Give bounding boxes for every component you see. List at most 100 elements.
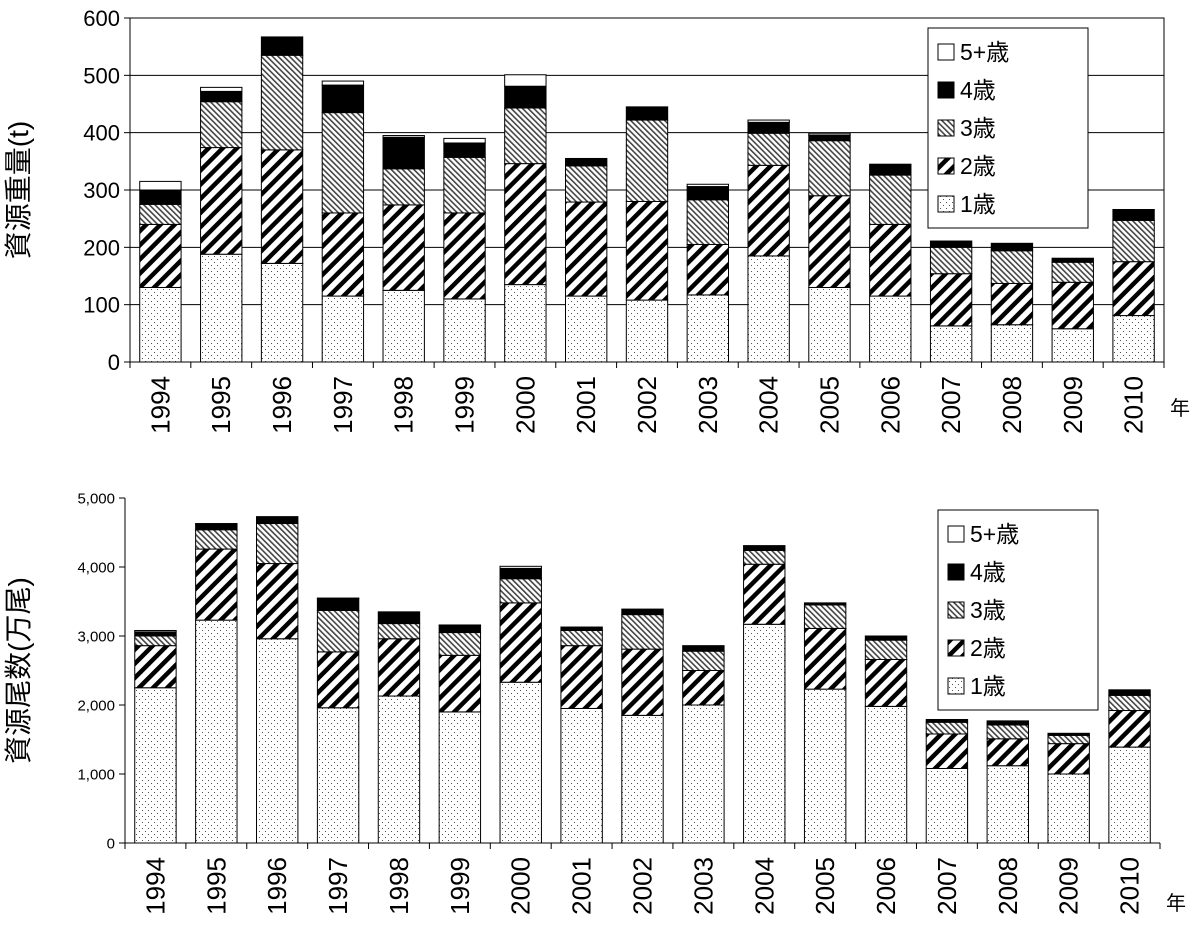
bar-3歳-2001 bbox=[560, 629, 603, 647]
x-tick-label: 2001 bbox=[567, 857, 597, 915]
bar-4歳-2005 bbox=[803, 602, 847, 606]
x-tick-label: 1999 bbox=[445, 857, 475, 915]
bar-4歳-1994 bbox=[134, 631, 177, 637]
x-tick-label: 2003 bbox=[688, 857, 718, 915]
y-tick-label: 3,000 bbox=[77, 628, 115, 645]
x-tick-label: 2000 bbox=[506, 857, 536, 915]
bar-4歳-2003 bbox=[682, 645, 725, 652]
bar-1歳-2006 bbox=[864, 705, 908, 844]
legend-swatch-1歳 bbox=[947, 677, 965, 695]
bar-3歳-2001 bbox=[564, 165, 608, 203]
x-tick-label: 2004 bbox=[754, 376, 784, 434]
y-tick-label: 400 bbox=[83, 121, 120, 146]
legend-swatch-5+歳 bbox=[937, 43, 955, 61]
bar-2歳-2004 bbox=[743, 563, 786, 625]
bar-4歳-2010 bbox=[1112, 208, 1155, 221]
bar-3歳-1997 bbox=[316, 609, 360, 653]
bar-3歳-2009 bbox=[1047, 734, 1090, 745]
x-tick-label: 1999 bbox=[450, 376, 480, 434]
x-tick-label: 2009 bbox=[1054, 857, 1084, 915]
bar-3歳-1994 bbox=[134, 635, 177, 647]
bar-3歳-2010 bbox=[1108, 694, 1151, 712]
bar-4歳-1997 bbox=[316, 598, 360, 611]
x-tick-label: 2005 bbox=[814, 376, 844, 434]
legend-label-4歳: 4歳 bbox=[970, 559, 1006, 585]
x-tick-label: 1994 bbox=[140, 857, 170, 915]
bar-3歳-2002 bbox=[621, 614, 664, 650]
bar-4歳-1999 bbox=[438, 625, 482, 634]
legend-swatch-3歳 bbox=[947, 601, 965, 619]
bar-5+歳-1997 bbox=[321, 80, 365, 86]
bar-1歳-2005 bbox=[803, 688, 847, 844]
bar-2歳-2006 bbox=[869, 223, 912, 297]
bar-4歳-2004 bbox=[743, 545, 786, 551]
bar-4歳-1995 bbox=[200, 90, 243, 103]
bar-5+歳-1998 bbox=[382, 135, 425, 138]
x-tick-label: 2004 bbox=[749, 857, 779, 915]
x-tick-label: 2002 bbox=[628, 857, 658, 915]
bar-2歳-1999 bbox=[443, 212, 486, 300]
bar-4歳-1999 bbox=[443, 142, 486, 158]
bar-5+歳-2005 bbox=[808, 132, 851, 136]
bar-5+歳-1994 bbox=[134, 629, 177, 633]
x-tick-label: 2001 bbox=[571, 376, 601, 434]
bar-3歳-1999 bbox=[443, 156, 486, 214]
legend-swatch-3歳 bbox=[937, 119, 955, 137]
bar-2歳-2008 bbox=[986, 738, 1029, 767]
legend-swatch-4歳 bbox=[947, 563, 965, 581]
bar-4歳-1998 bbox=[377, 611, 421, 625]
bar-4歳-2009 bbox=[1051, 257, 1094, 263]
bar-3歳-2003 bbox=[686, 199, 730, 245]
bar-2歳-2006 bbox=[864, 658, 908, 707]
bar-1歳-2010 bbox=[1108, 746, 1151, 844]
bar-4歳-2001 bbox=[560, 626, 603, 631]
bar-2歳-2010 bbox=[1108, 710, 1151, 748]
x-tick-label: 1996 bbox=[262, 857, 292, 915]
x-tick-label: 2007 bbox=[932, 857, 962, 915]
bar-1歳-1998 bbox=[382, 289, 425, 363]
bar-2歳-2005 bbox=[803, 627, 847, 690]
bar-4歳-1998 bbox=[382, 136, 425, 170]
bar-2歳-2008 bbox=[990, 282, 1034, 326]
bar-5+歳-2003 bbox=[686, 183, 730, 188]
legend-box bbox=[927, 27, 1089, 229]
bar-4歳-2006 bbox=[864, 635, 908, 641]
x-tick-label: 2006 bbox=[875, 376, 905, 434]
bar-2歳-1996 bbox=[260, 149, 304, 264]
legend-label-4歳: 4歳 bbox=[960, 77, 996, 103]
x-tick-label: 2010 bbox=[1119, 376, 1149, 434]
bar-1歳-1997 bbox=[321, 295, 365, 363]
bar-2歳-1994 bbox=[139, 223, 182, 288]
bar-1歳-2000 bbox=[504, 284, 547, 363]
legend-label-2歳: 2歳 bbox=[960, 153, 996, 179]
bar-2歳-2000 bbox=[504, 163, 547, 286]
x-tick-label: 2006 bbox=[871, 857, 901, 915]
legend-label-3歳: 3歳 bbox=[960, 115, 996, 141]
x-tick-label: 2005 bbox=[810, 857, 840, 915]
bar-2歳-1995 bbox=[200, 147, 243, 255]
legend-swatch-4歳 bbox=[937, 81, 955, 99]
x-axis-unit: 年 bbox=[1166, 892, 1186, 915]
bar-5+歳-1995 bbox=[195, 523, 238, 525]
bar-4歳-2000 bbox=[504, 85, 547, 109]
bar-3歳-2005 bbox=[803, 604, 847, 629]
y-tick-label: 0 bbox=[107, 835, 115, 852]
bar-1歳-2004 bbox=[743, 623, 786, 844]
bar-4歳-2009 bbox=[1047, 732, 1090, 736]
bar-2歳-1994 bbox=[134, 645, 177, 689]
x-tick-label: 1994 bbox=[145, 376, 175, 434]
bar-3歳-1994 bbox=[139, 203, 182, 225]
x-tick-label: 2008 bbox=[997, 376, 1027, 434]
bar-4歳-2010 bbox=[1108, 689, 1151, 696]
x-tick-label: 2003 bbox=[693, 376, 723, 434]
bar-1歳-2008 bbox=[986, 765, 1029, 844]
bar-3歳-2003 bbox=[682, 650, 725, 671]
bar-2歳-2002 bbox=[621, 648, 664, 716]
y-tick-label: 200 bbox=[83, 235, 120, 260]
x-tick-label: 2007 bbox=[936, 376, 966, 434]
bar-1歳-1998 bbox=[377, 695, 421, 844]
bar-1歳-2007 bbox=[929, 325, 973, 363]
bar-2歳-1997 bbox=[321, 212, 365, 297]
bar-3歳-2000 bbox=[499, 578, 542, 604]
bar-4歳-1996 bbox=[256, 516, 299, 525]
